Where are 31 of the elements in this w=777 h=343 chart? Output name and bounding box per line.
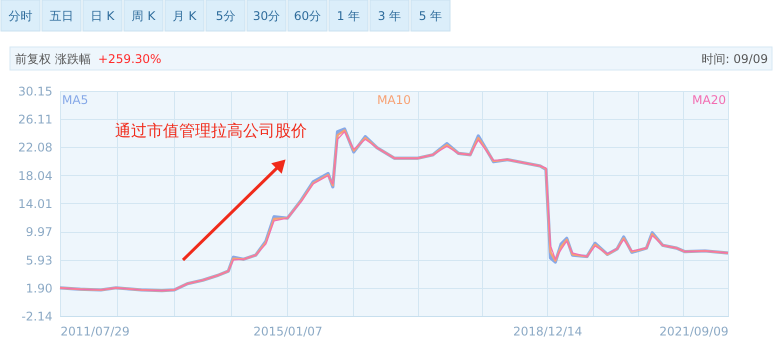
y-tick-label: 26.11 [18, 112, 52, 127]
text: 1 年 [336, 9, 360, 23]
text: 5分 [216, 9, 236, 23]
y-tick-label: 9.97 [26, 225, 52, 240]
y-tick-label: 5.93 [26, 253, 52, 268]
text: 周 K [132, 9, 156, 23]
x-tick-label: 2021/09/09 [659, 324, 728, 338]
text: 前复权 涨跌幅 [15, 52, 91, 66]
y-tick-label: -2.14 [21, 310, 52, 324]
x-tick-label: 2011/07/29 [60, 324, 130, 338]
y-tick-label: 18.04 [18, 168, 52, 183]
text: 月 K [172, 9, 198, 23]
text: 30分 [252, 9, 280, 23]
y-tick-label: 22.08 [18, 140, 52, 155]
y-tick-label: 14.01 [18, 196, 52, 211]
text: 5 年 [418, 9, 442, 23]
y-tick-label: 30.15 [18, 84, 52, 98]
text: MA10 [377, 93, 411, 107]
x-tick-label: 2015/01/07 [253, 324, 323, 338]
text: 分时 [8, 9, 32, 23]
text: 五日 [50, 9, 74, 23]
x-tick-label: 2018/12/14 [513, 324, 582, 338]
text: MA20 [692, 93, 726, 107]
annotation: 通过市值管理拉高公司股价 [115, 121, 307, 140]
text: 3 年 [378, 9, 402, 23]
text: +259.30% [98, 52, 162, 66]
text: 日 K [90, 9, 116, 23]
text: MA5 [62, 93, 88, 107]
text: 60分 [294, 9, 322, 23]
y-tick-label: 1.90 [26, 281, 52, 296]
text: 时间: 09/09 [702, 52, 768, 66]
